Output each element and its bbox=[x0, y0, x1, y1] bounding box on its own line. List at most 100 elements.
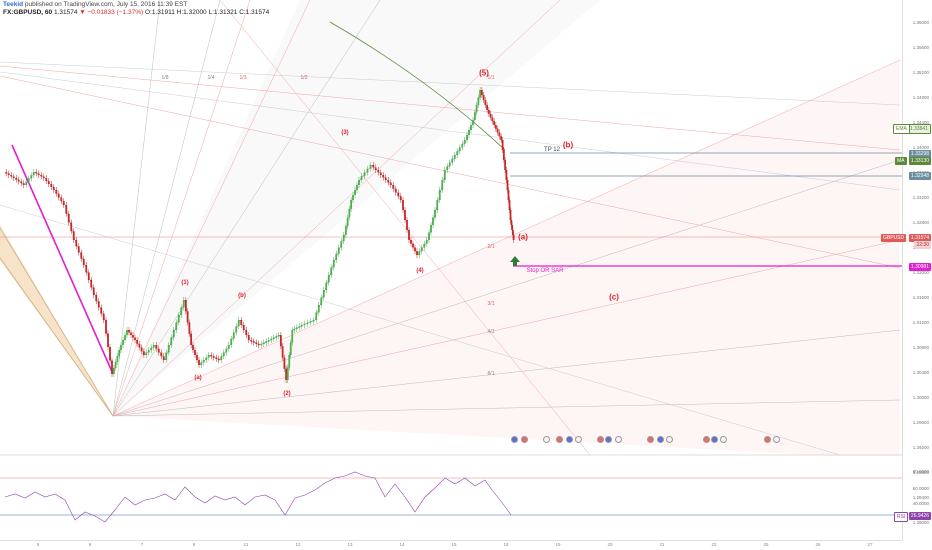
candle-body bbox=[348, 208, 351, 218]
candle-body bbox=[317, 305, 320, 313]
candle-body bbox=[130, 332, 132, 335]
candle-body bbox=[17, 179, 20, 182]
candle-body bbox=[466, 135, 468, 140]
candle-body bbox=[423, 243, 426, 248]
candle-body bbox=[498, 132, 501, 137]
candle-body bbox=[55, 190, 58, 194]
event-flag-icon[interactable] bbox=[605, 436, 612, 443]
fan-label-1-8: 1/8 bbox=[161, 75, 169, 81]
wave-a-small-label: (a) bbox=[194, 375, 202, 381]
high-value: H:1.32000 bbox=[176, 9, 207, 16]
price-tick: 1.34000 bbox=[912, 145, 929, 150]
close-value: C:1.31574 bbox=[239, 9, 270, 16]
fan-label-1-1: 1/1 bbox=[487, 75, 495, 81]
candle-body bbox=[482, 95, 485, 100]
candle-body bbox=[210, 355, 213, 357]
event-flag-icon[interactable] bbox=[543, 436, 550, 443]
event-flag-icon[interactable] bbox=[556, 436, 563, 443]
ema-line bbox=[329, 21, 506, 151]
event-flag-icon[interactable] bbox=[511, 436, 518, 443]
symbol-price-tag: 1.31574 bbox=[908, 234, 931, 242]
candle-body bbox=[157, 348, 160, 353]
candle-body bbox=[379, 172, 382, 175]
price-tick: 1.35200 bbox=[912, 70, 929, 75]
candle-body bbox=[150, 347, 153, 350]
candle-body bbox=[418, 251, 421, 255]
price-tick: 1.30800 bbox=[912, 345, 929, 350]
candle-body bbox=[255, 342, 258, 344]
candle-body bbox=[190, 333, 193, 345]
event-flag-icon[interactable] bbox=[773, 436, 780, 443]
price-tick: 1.28400 bbox=[912, 495, 929, 500]
candle-body bbox=[12, 176, 15, 178]
candle-body bbox=[227, 345, 230, 349]
rsi-tick-80: 80.0000 bbox=[912, 469, 929, 474]
event-flag-icon[interactable] bbox=[647, 436, 654, 443]
candle-body bbox=[109, 347, 111, 361]
candle-body bbox=[358, 180, 360, 185]
candle-body bbox=[180, 307, 183, 315]
candle-body bbox=[425, 240, 428, 244]
candle-body bbox=[384, 177, 387, 180]
candle-body bbox=[152, 345, 155, 348]
candle-body bbox=[250, 340, 253, 342]
wave-4-label: (4) bbox=[416, 268, 424, 274]
candle-body bbox=[441, 180, 444, 190]
candle-body bbox=[116, 356, 119, 362]
candle-body bbox=[232, 332, 235, 339]
candle-body bbox=[428, 232, 430, 240]
candle-body bbox=[82, 258, 85, 265]
candle-body bbox=[430, 225, 432, 233]
candle-body bbox=[410, 240, 412, 244]
time-tick: 19 bbox=[555, 542, 561, 547]
event-flag-icon[interactable] bbox=[575, 436, 582, 443]
candle-body bbox=[511, 230, 514, 235]
candle-body bbox=[235, 326, 238, 333]
event-flag-icon[interactable] bbox=[703, 436, 710, 443]
author-link[interactable]: Teekid bbox=[3, 1, 24, 8]
candle-body bbox=[479, 90, 482, 98]
candle-body bbox=[97, 301, 100, 308]
event-flag-icon[interactable] bbox=[615, 436, 622, 443]
candle-body bbox=[257, 343, 260, 346]
fan-label-2-1: 2/1 bbox=[487, 244, 495, 250]
candle-body bbox=[295, 327, 298, 329]
candle-body bbox=[392, 185, 395, 189]
candle-body bbox=[502, 150, 505, 160]
candle-body bbox=[436, 200, 439, 210]
price-axis[interactable]: 1.36000 1.35600 1.35200 1.34800 1.34400 1.340… bbox=[902, 0, 932, 540]
candle-body bbox=[281, 346, 284, 358]
fan-label-4-1: 4/1 bbox=[487, 329, 495, 335]
candle-body bbox=[247, 335, 250, 340]
candle-body bbox=[325, 282, 328, 290]
event-flag-icon[interactable] bbox=[566, 436, 573, 443]
symbol[interactable]: FX:GBPUSD, 60 bbox=[3, 9, 53, 16]
event-flag-icon[interactable] bbox=[597, 436, 604, 443]
time-tick: 12 bbox=[295, 542, 301, 547]
candle-body bbox=[387, 180, 390, 183]
candle-body bbox=[456, 151, 459, 155]
candle-body bbox=[30, 175, 33, 179]
candle-body bbox=[134, 337, 136, 340]
candle-body bbox=[350, 200, 353, 209]
time-tick: 13 bbox=[347, 542, 353, 547]
event-flag-icon[interactable] bbox=[711, 436, 718, 443]
event-flag-icon[interactable] bbox=[764, 436, 771, 443]
event-flag-icon[interactable] bbox=[657, 436, 664, 443]
candle-body bbox=[245, 330, 248, 335]
price-tick: 1.32000 bbox=[912, 270, 929, 275]
event-flag-icon[interactable] bbox=[720, 436, 727, 443]
event-flag-icon[interactable] bbox=[521, 436, 528, 443]
candle-body bbox=[399, 196, 402, 200]
candle-body bbox=[443, 170, 446, 180]
time-axis[interactable]: 5 6 7 8 11 12 13 14 15 18 19 20 21 22 25 26 27 bbox=[0, 540, 902, 550]
candle-body bbox=[222, 352, 225, 357]
candle-body bbox=[344, 226, 347, 235]
event-flag-icon[interactable] bbox=[666, 436, 673, 443]
candle-body bbox=[480, 90, 483, 95]
candle-body bbox=[510, 220, 513, 225]
candle-body bbox=[118, 350, 121, 356]
candle-body bbox=[155, 345, 158, 349]
candle-body bbox=[458, 147, 461, 152]
